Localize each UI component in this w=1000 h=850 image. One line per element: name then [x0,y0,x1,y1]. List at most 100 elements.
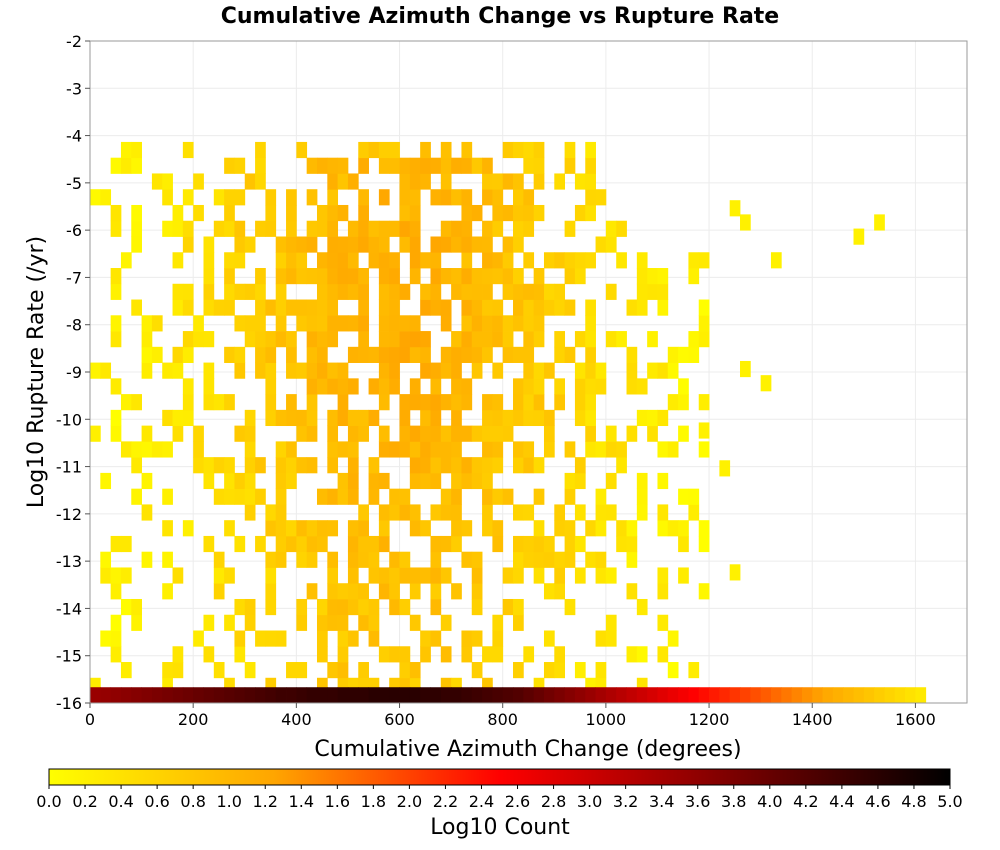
heatmap-cell [399,646,411,663]
heatmap-cell [327,236,339,253]
heatmap-cell [306,551,318,568]
heatmap-cell [605,567,617,584]
heatmap-cell [409,236,421,253]
heatmap-cell [430,441,442,458]
heatmap-cell [626,346,638,363]
heatmap-cell [151,315,163,332]
heatmap-cell [420,646,431,663]
heatmap-cell [513,614,524,631]
heatmap-cell [492,331,504,348]
heatmap-cell [399,283,411,300]
heatmap-cell [482,331,493,348]
heatmap-cell [523,646,535,663]
heatmap-cell [337,472,349,490]
heatmap-cell [440,362,452,379]
heatmap-cell [585,362,596,379]
heatmap-cell-bottom-row [141,687,153,703]
heatmap-cell [358,346,369,363]
heatmap-cell [636,378,648,395]
heatmap-cell-bottom-row [286,687,297,703]
heatmap-cell [461,315,473,332]
heatmap-cell [492,220,504,237]
heatmap-cell [543,425,555,442]
heatmap-cell [409,331,421,348]
heatmap-cell [316,614,328,631]
heatmap-cell [224,457,235,474]
y-tick-label: -3 [66,79,82,98]
heatmap-cell-bottom-row [389,687,400,703]
heatmap-cell [409,425,421,442]
heatmap-cell [574,409,586,427]
heatmap-cell [296,362,308,379]
heatmap-cell [595,441,607,458]
heatmap-cell [358,299,369,316]
colorbar-tick-label: 5.0 [937,792,962,811]
heatmap-cell [605,472,617,490]
heatmap-cell [358,141,369,159]
heatmap-cell [234,346,246,363]
heatmap-cell [193,315,204,332]
heatmap-cell [409,441,421,458]
heatmap-cell [255,157,266,174]
heatmap-cell [698,315,710,332]
heatmap-cell [368,488,380,505]
heatmap-cell [234,425,246,442]
heatmap-cell [275,236,287,253]
heatmap-cell [440,346,452,363]
heatmap-cell [100,472,112,490]
heatmap-cell [451,677,462,694]
heatmap-cell [605,425,617,442]
heatmap-cell-bottom-row [100,687,112,703]
heatmap-cell [110,409,122,427]
heatmap-cell [513,315,524,332]
heatmap-cell [605,504,617,521]
heatmap-cell [286,331,297,348]
heatmap-cell [275,441,287,458]
heatmap-cell [533,315,545,332]
heatmap-cell [451,346,462,363]
heatmap-cell [389,299,400,316]
heatmap-cell [358,662,369,679]
heatmap-cell [657,472,669,490]
heatmap-cell [162,409,173,427]
heatmap-cell [461,283,473,300]
heatmap-cell [574,204,586,222]
x-tick-label: 800 [487,710,518,729]
heatmap-cell-bottom-row [678,687,689,703]
heatmap-cell [286,299,297,316]
heatmap-cell [347,457,359,474]
colorbar-tick-label: 0.0 [36,792,61,811]
heatmap-cell [389,268,400,285]
heatmap-cell [430,157,442,174]
heatmap-cell [358,677,369,694]
heatmap-cell [554,583,566,600]
colorbar-tick-label: 2.6 [505,792,530,811]
heatmap-cell [378,646,390,663]
heatmap-cell [286,394,297,411]
heatmap-cell [296,141,308,159]
heatmap-cell [420,252,431,269]
heatmap-cell [451,236,462,253]
heatmap-cell [409,472,421,490]
heatmap-cell-bottom-row [347,687,359,703]
heatmap-cell-bottom-row [605,687,617,703]
heatmap-cell [513,346,524,363]
heatmap-cell [275,630,287,647]
heatmap-cell [327,457,339,474]
heatmap-cell [688,268,700,285]
heatmap-cell [358,189,369,206]
heatmap-cell [585,409,596,427]
heatmap-cell [564,157,576,174]
heatmap-cell [409,457,421,474]
heatmap-cell [543,409,555,427]
heatmap-cell [316,378,328,395]
heatmap-cell [451,441,462,458]
colorbar-tick-label: 3.0 [577,792,602,811]
heatmap-cell [667,394,679,411]
heatmap-cell [296,236,308,253]
heatmap-cell [626,425,638,442]
heatmap-cell [162,362,173,379]
heatmap-cell [420,457,431,474]
heatmap-cell-bottom-row [812,687,823,703]
heatmap-cell [482,520,493,537]
